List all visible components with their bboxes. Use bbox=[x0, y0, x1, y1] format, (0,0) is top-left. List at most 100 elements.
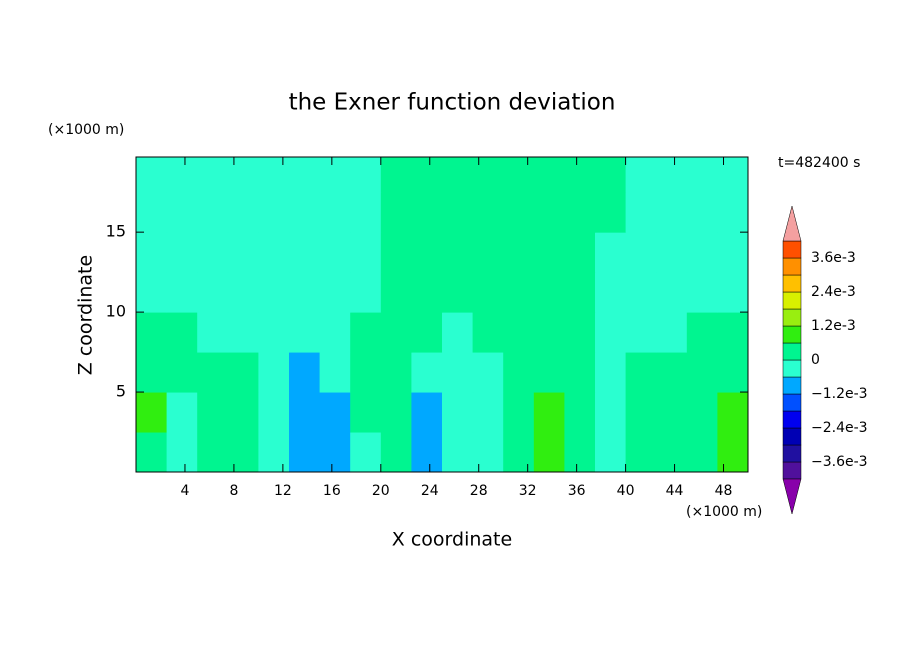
contour-cell bbox=[564, 392, 596, 433]
contour-cell bbox=[258, 432, 290, 473]
contour-cell bbox=[289, 272, 321, 313]
contour-cell bbox=[380, 232, 412, 273]
contour-cell bbox=[595, 192, 627, 233]
x-tick-label: 12 bbox=[274, 483, 292, 499]
time-annotation: t=482400 s bbox=[778, 155, 860, 171]
contour-cell bbox=[197, 432, 229, 473]
contour-cell bbox=[472, 312, 504, 353]
contour-cell bbox=[472, 192, 504, 233]
contour-cell bbox=[717, 432, 749, 473]
contour-cell bbox=[533, 192, 565, 233]
colorbar-band bbox=[782, 257, 802, 276]
colorbar-band bbox=[782, 427, 802, 446]
colorbar-label: −2.4e-3 bbox=[811, 420, 868, 436]
contour-cell bbox=[625, 352, 657, 393]
contour-cell bbox=[258, 392, 290, 433]
contour-cell bbox=[380, 312, 412, 353]
contour-cell bbox=[564, 157, 596, 193]
contour-cell bbox=[686, 392, 718, 433]
contour-cell bbox=[625, 192, 657, 233]
contour-cell bbox=[319, 232, 351, 273]
x-tick-label: 16 bbox=[323, 483, 341, 499]
contour-cell bbox=[595, 392, 627, 433]
contour-cell bbox=[350, 192, 382, 233]
contour-cell bbox=[136, 272, 168, 313]
contour-cell bbox=[319, 392, 351, 433]
contour-cell bbox=[166, 392, 198, 433]
contour-cell bbox=[411, 232, 443, 273]
contour-cell bbox=[717, 312, 749, 353]
contour-cell bbox=[595, 272, 627, 313]
contour-cell bbox=[350, 157, 382, 193]
contour-cell bbox=[197, 232, 229, 273]
contour-cell bbox=[717, 157, 749, 193]
contour-cell bbox=[350, 232, 382, 273]
x-tick-label: 8 bbox=[229, 483, 238, 499]
contour-cell bbox=[136, 392, 168, 433]
contour-cell bbox=[503, 272, 535, 313]
contour-cell bbox=[595, 432, 627, 473]
contour-cell bbox=[533, 392, 565, 433]
contour-cell bbox=[442, 272, 474, 313]
colorbar-band bbox=[782, 410, 802, 429]
colorbar-band bbox=[782, 240, 802, 259]
contour-cell bbox=[319, 352, 351, 393]
contour-cell bbox=[503, 232, 535, 273]
y-tick-label: 15 bbox=[106, 222, 126, 241]
contour-cell bbox=[227, 432, 259, 473]
contour-cell bbox=[564, 232, 596, 273]
x-axis-label: X coordinate bbox=[392, 529, 512, 551]
contour-cell bbox=[533, 272, 565, 313]
contour-cell bbox=[656, 192, 688, 233]
contour-cell bbox=[564, 352, 596, 393]
contour-cell bbox=[656, 312, 688, 353]
contour-cell bbox=[197, 312, 229, 353]
contour-cell bbox=[625, 232, 657, 273]
contour-cell bbox=[503, 192, 535, 233]
x-tick-label: 24 bbox=[421, 483, 439, 499]
contour-cell bbox=[564, 192, 596, 233]
contour-cell bbox=[533, 232, 565, 273]
contour-cell bbox=[197, 272, 229, 313]
x-tick-label: 4 bbox=[180, 483, 189, 499]
contour-cell bbox=[625, 392, 657, 433]
contour-cell bbox=[686, 352, 718, 393]
colorbar-band bbox=[782, 444, 802, 463]
contour-cell bbox=[717, 352, 749, 393]
contour-cell bbox=[442, 232, 474, 273]
colorbar-band bbox=[782, 342, 802, 361]
contour-cell bbox=[136, 192, 168, 233]
contour-cell bbox=[717, 232, 749, 273]
contour-cell bbox=[289, 157, 321, 193]
x-tick-label: 36 bbox=[568, 483, 586, 499]
y-unit: (×1000 m) bbox=[48, 122, 124, 138]
contour-cell bbox=[533, 312, 565, 353]
contour-cell bbox=[350, 272, 382, 313]
contour-cell bbox=[717, 392, 749, 433]
contour-cell bbox=[686, 192, 718, 233]
contour-cell bbox=[472, 392, 504, 433]
contour-cell bbox=[686, 432, 718, 473]
contour-cell bbox=[564, 312, 596, 353]
contour-cell bbox=[472, 432, 504, 473]
contour-cell bbox=[350, 432, 382, 473]
contour-cell bbox=[625, 312, 657, 353]
contour-cell bbox=[472, 232, 504, 273]
x-tick-label: 40 bbox=[617, 483, 635, 499]
contour-cell bbox=[319, 432, 351, 473]
contour-cell bbox=[166, 432, 198, 473]
contour-cell bbox=[533, 432, 565, 473]
plot-frame bbox=[135, 156, 749, 473]
contour-cell bbox=[503, 392, 535, 433]
contour-cell bbox=[319, 192, 351, 233]
contour-cell bbox=[472, 272, 504, 313]
contour-cell bbox=[136, 157, 168, 193]
colorbar-band bbox=[782, 393, 802, 412]
contour-cell bbox=[442, 352, 474, 393]
contour-cell bbox=[656, 272, 688, 313]
contour-cell bbox=[442, 192, 474, 233]
contour-cell bbox=[442, 157, 474, 193]
contour-cell bbox=[595, 312, 627, 353]
contour-cell bbox=[350, 352, 382, 393]
x-tick-label: 44 bbox=[666, 483, 684, 499]
